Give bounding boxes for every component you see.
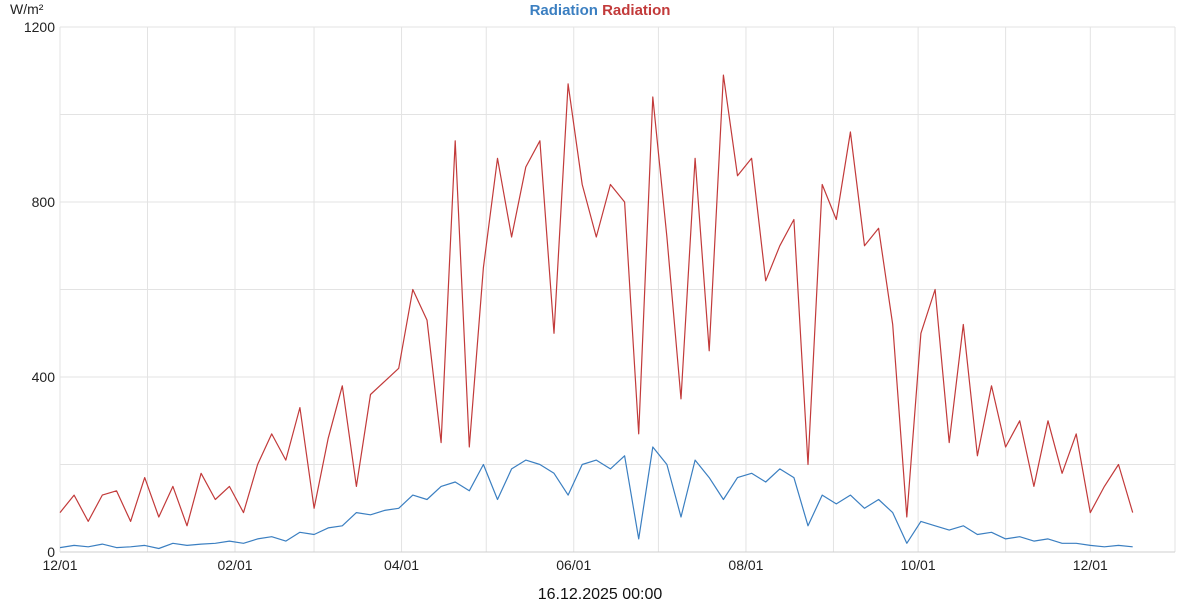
series-layer	[59, 74, 1134, 550]
y-axis-label: W/m²	[10, 1, 44, 17]
x-tick-label: 02/01	[217, 557, 252, 573]
x-tick-label: 08/01	[728, 557, 763, 573]
x-axis-label: 16.12.2025 00:00	[538, 586, 663, 600]
x-tick-label: 10/01	[901, 557, 936, 573]
x-tick-label: 12/01	[1073, 557, 1108, 573]
series-line-radiation	[59, 74, 1134, 527]
x-tick-label: 04/01	[384, 557, 419, 573]
x-tick-label: 12/01	[42, 557, 77, 573]
x-tick-label: 06/01	[556, 557, 591, 573]
legend[interactable]: Radiation Radiation	[530, 2, 671, 19]
legend-item-radiation-blue[interactable]: Radiation	[530, 2, 598, 19]
x-axis: 12/01 02/01 04/01 06/01 08/01 10/01 12/01	[42, 557, 1108, 573]
y-tick-label: 1200	[24, 19, 55, 35]
legend-item-radiation-red[interactable]: Radiation	[602, 2, 670, 19]
y-tick-label: 800	[32, 194, 56, 210]
y-tick-label: 0	[47, 544, 55, 560]
series-line-radiation	[59, 446, 1133, 550]
grid	[59, 26, 1176, 553]
y-tick-label: 400	[32, 369, 56, 385]
y-axis: 0 400 800 1200	[24, 19, 55, 560]
